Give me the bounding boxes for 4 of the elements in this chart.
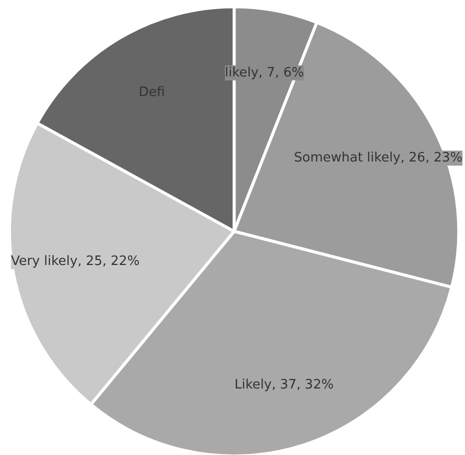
- data-label: Likely, 37, 32%: [234, 377, 334, 392]
- data-label: Somewhat likely, 26, 23%: [294, 150, 462, 166]
- data-label: Very likely, 25, 22%: [10, 254, 140, 270]
- data-label: likely, 7, 6%: [224, 65, 304, 80]
